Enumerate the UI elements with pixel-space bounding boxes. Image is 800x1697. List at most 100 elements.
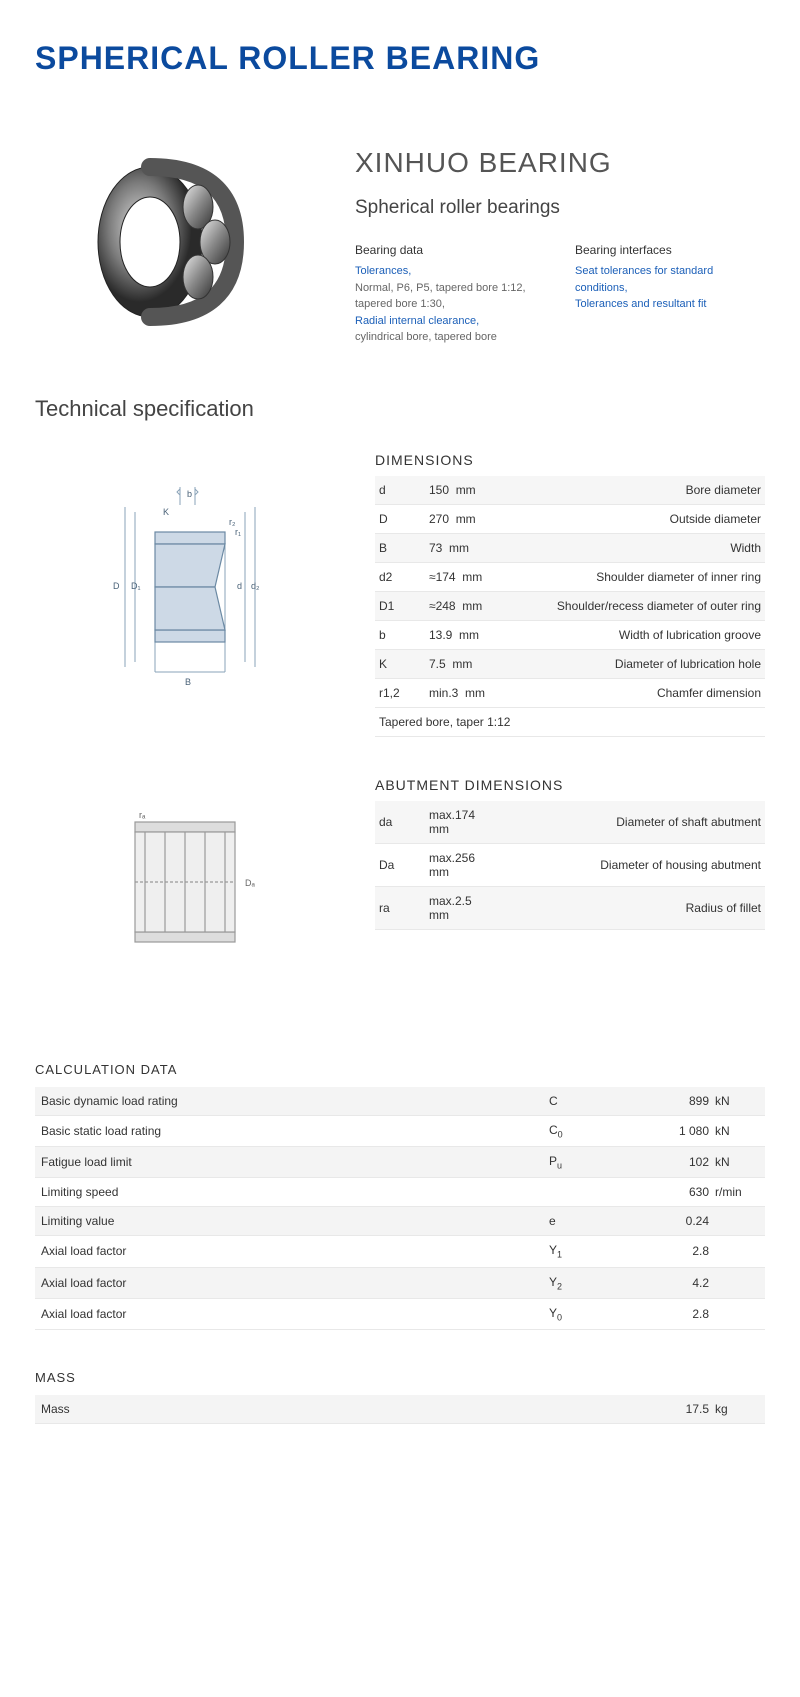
mass-row: Mass 17.5 kg	[35, 1395, 765, 1424]
bearing-data-column: Bearing data Tolerances, Normal, P6, P5,…	[355, 241, 545, 346]
abutment-row: ramax.2.5mmRadius of fillet	[375, 887, 765, 930]
dim-desc: Shoulder/recess diameter of outer ring	[509, 599, 761, 613]
abut-symbol: Da	[379, 858, 429, 872]
calc-value: 1 080	[639, 1124, 709, 1138]
calc-symbol: e	[549, 1214, 639, 1228]
svg-text:D₁: D₁	[131, 581, 141, 591]
tolerances-fit-link[interactable]: Tolerances and resultant fit	[575, 296, 765, 313]
calc-label: Axial load factor	[41, 1244, 549, 1258]
dim-value: 270 mm	[429, 512, 509, 526]
calc-value: 630	[639, 1185, 709, 1199]
calc-symbol: C0	[549, 1123, 639, 1139]
calc-value: 102	[639, 1155, 709, 1169]
mass-label: Mass	[41, 1402, 549, 1416]
abut-value: max.2.5mm	[429, 894, 509, 922]
calc-value: 2.8	[639, 1307, 709, 1321]
dimensions-note: Tapered bore, taper 1:12	[375, 708, 765, 737]
dim-symbol: D1	[379, 599, 429, 613]
abut-desc: Radius of fillet	[509, 901, 761, 915]
product-subtitle: Spherical roller bearings	[355, 197, 765, 219]
calc-row: Axial load factorY12.8	[35, 1236, 765, 1267]
calc-row: Fatigue load limitPu102kN	[35, 1147, 765, 1178]
dim-desc: Width of lubrication groove	[509, 628, 761, 642]
top-section: XINHUO BEARING Spherical roller bearings…	[35, 147, 765, 346]
tolerance-text: Normal, P6, P5, tapered bore 1:12, taper…	[355, 280, 545, 313]
calc-unit: kN	[709, 1155, 759, 1169]
dimensions-diagram: b K r₂ r₁ D D₁ d d₂ B	[35, 452, 345, 697]
calc-row: Basic dynamic load ratingC899kN	[35, 1087, 765, 1116]
calc-symbol: C	[549, 1094, 639, 1108]
abut-value: max.174mm	[429, 808, 509, 836]
tolerances-link[interactable]: Tolerances,	[355, 263, 545, 280]
dim-desc: Shoulder diameter of inner ring	[509, 570, 761, 584]
calc-label: Fatigue load limit	[41, 1155, 549, 1169]
calculation-section: CALCULATION DATA Basic dynamic load rati…	[35, 1062, 765, 1331]
mass-value: 17.5	[639, 1402, 709, 1416]
calc-row: Axial load factorY24.2	[35, 1268, 765, 1299]
dimension-row: r1,2min.3 mmChamfer dimension	[375, 679, 765, 708]
abut-symbol: ra	[379, 901, 429, 915]
dimension-row: d150 mmBore diameter	[375, 476, 765, 505]
bearing-interfaces-column: Bearing interfaces Seat tolerances for s…	[575, 241, 765, 346]
svg-text:r₂: r₂	[229, 517, 236, 527]
dim-desc: Outside diameter	[509, 512, 761, 526]
abutment-block: rₐ Dₐ ABUTMENT DIMENSIONS damax.174mmDia…	[35, 777, 765, 962]
dim-desc: Diameter of lubrication hole	[509, 657, 761, 671]
dimensions-heading: DIMENSIONS	[375, 452, 765, 468]
calc-label: Axial load factor	[41, 1276, 549, 1290]
dimension-row: B73 mmWidth	[375, 534, 765, 563]
radial-clearance-link[interactable]: Radial internal clearance,	[355, 313, 545, 330]
calc-row: Axial load factorY02.8	[35, 1299, 765, 1330]
abutment-row: Damax.256mmDiameter of housing abutment	[375, 844, 765, 887]
mass-unit: kg	[709, 1402, 759, 1416]
calc-row: Limiting speed 630r/min	[35, 1178, 765, 1207]
dim-symbol: K	[379, 657, 429, 671]
svg-text:Dₐ: Dₐ	[245, 878, 255, 888]
calc-label: Limiting value	[41, 1214, 549, 1228]
dim-value: 73 mm	[429, 541, 509, 555]
dim-value: 7.5 mm	[429, 657, 509, 671]
dim-symbol: D	[379, 512, 429, 526]
abut-symbol: da	[379, 815, 429, 829]
abut-desc: Diameter of shaft abutment	[509, 815, 761, 829]
bearing-render-icon	[90, 157, 260, 327]
calc-label: Limiting speed	[41, 1185, 549, 1199]
dimension-row: d2≈174 mmShoulder diameter of inner ring	[375, 563, 765, 592]
dim-value: 13.9 mm	[429, 628, 509, 642]
bearing-interfaces-head: Bearing interfaces	[575, 241, 765, 259]
dimension-row: D1≈248 mmShoulder/recess diameter of out…	[375, 592, 765, 621]
svg-text:r₁: r₁	[235, 527, 241, 537]
dim-value: min.3 mm	[429, 686, 509, 700]
dim-symbol: d2	[379, 570, 429, 584]
tech-spec-heading: Technical specification	[35, 396, 765, 422]
dimension-row: D270 mmOutside diameter	[375, 505, 765, 534]
svg-text:D: D	[113, 581, 120, 591]
page-title: SPHERICAL ROLLER BEARING	[35, 40, 765, 77]
calc-symbol: Y2	[549, 1275, 639, 1291]
dim-desc: Bore diameter	[509, 483, 761, 497]
abut-desc: Diameter of housing abutment	[509, 858, 761, 872]
svg-text:rₐ: rₐ	[139, 810, 146, 820]
dimension-row: K7.5 mmDiameter of lubrication hole	[375, 650, 765, 679]
svg-text:d₂: d₂	[251, 581, 260, 591]
abutment-row: damax.174mmDiameter of shaft abutment	[375, 801, 765, 844]
bearing-data-head: Bearing data	[355, 241, 545, 259]
calc-row: Limiting valuee0.24	[35, 1207, 765, 1236]
dim-value: ≈248 mm	[429, 599, 509, 613]
calc-symbol: Y0	[549, 1306, 639, 1322]
svg-text:B: B	[185, 677, 191, 687]
dim-symbol: d	[379, 483, 429, 497]
calc-label: Basic static load rating	[41, 1124, 549, 1138]
calc-symbol: Pu	[549, 1154, 639, 1170]
abutment-table: ABUTMENT DIMENSIONS damax.174mmDiameter …	[375, 777, 765, 930]
dim-symbol: B	[379, 541, 429, 555]
dim-symbol: r1,2	[379, 686, 429, 700]
dim-symbol: b	[379, 628, 429, 642]
calc-unit: kN	[709, 1124, 759, 1138]
abutment-heading: ABUTMENT DIMENSIONS	[375, 777, 765, 793]
product-info: XINHUO BEARING Spherical roller bearings…	[355, 147, 765, 346]
calc-unit: r/min	[709, 1185, 759, 1199]
seat-tolerances-link[interactable]: Seat tolerances for standard conditions,	[575, 263, 765, 296]
mass-section: MASS Mass 17.5 kg	[35, 1370, 765, 1424]
calc-value: 2.8	[639, 1244, 709, 1258]
